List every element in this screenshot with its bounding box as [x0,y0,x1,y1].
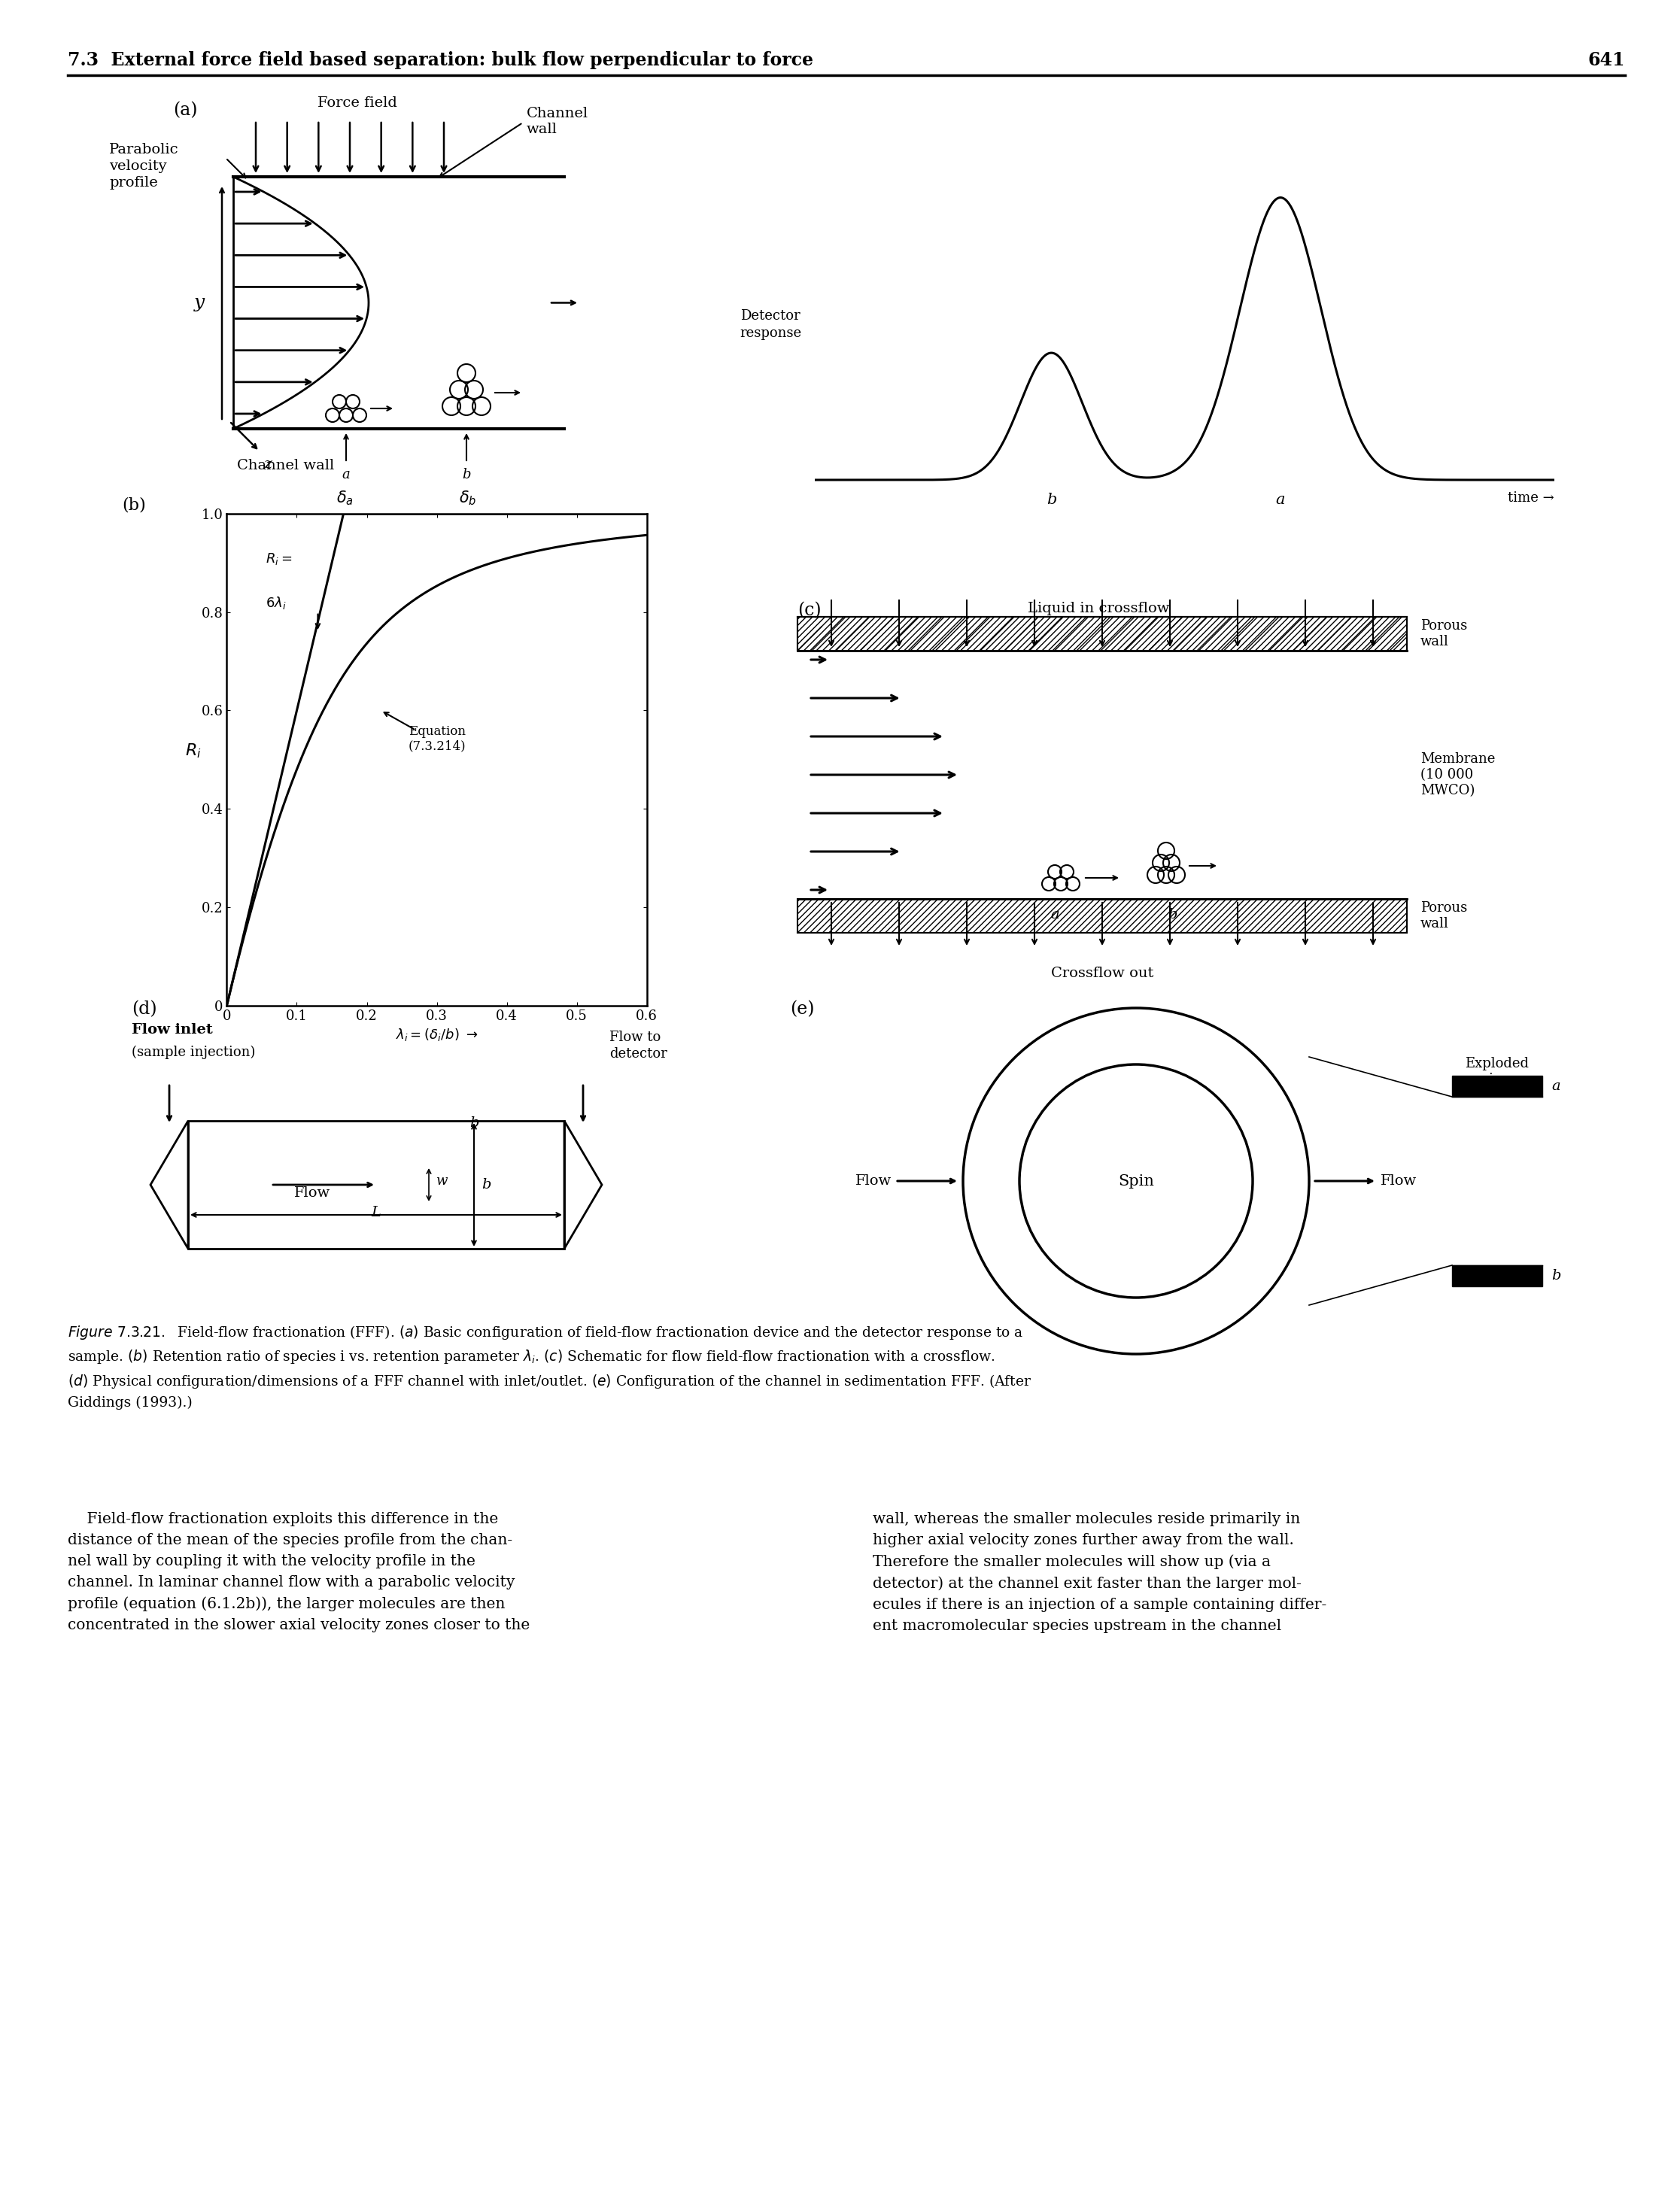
Text: a: a [1275,492,1285,507]
Text: Equation
(7.3.214): Equation (7.3.214) [408,726,465,752]
Text: b: b [1168,907,1178,922]
Text: Crossflow out: Crossflow out [1052,966,1154,979]
Text: b: b [482,1178,491,1191]
Text: Porous
wall: Porous wall [1420,901,1467,931]
Text: Spin: Spin [1119,1174,1154,1189]
Text: (a): (a) [173,101,198,118]
Text: a: a [1050,907,1058,922]
Text: Detector
response: Detector response [739,308,801,341]
X-axis label: $\lambda_i = (\delta_i / b)\ \rightarrow$: $\lambda_i = (\delta_i / b)\ \rightarrow… [395,1027,479,1043]
Text: b: b [1047,492,1057,507]
Text: wall, whereas the smaller molecules reside primarily in
higher axial velocity zo: wall, whereas the smaller molecules resi… [872,1513,1327,1633]
Text: y: y [195,295,205,310]
Text: Flow: Flow [294,1187,331,1200]
Text: Flow inlet: Flow inlet [131,1023,213,1036]
Text: Exploded
view: Exploded view [1465,1056,1529,1086]
Text: b: b [462,468,470,481]
Text: Flow to
detector: Flow to detector [610,1030,667,1060]
Text: a: a [343,468,349,481]
Bar [1452,1266,1542,1285]
Text: $\it{Figure\ 7.3.21.}$  Field-flow fractionation (FFF). $\it{(a)}$ Basic configu: $\it{Figure\ 7.3.21.}$ Field-flow fracti… [67,1325,1032,1410]
Text: Parabolic
velocity
profile: Parabolic velocity profile [109,142,178,190]
Text: $\delta_a$: $\delta_a$ [336,490,353,507]
Bar [798,898,1406,933]
Text: Porous
wall: Porous wall [1420,619,1467,649]
Text: Channel
wall: Channel wall [526,107,588,136]
Bar [188,1121,564,1248]
Text: Channel wall: Channel wall [237,459,334,472]
Text: (d): (d) [131,1001,156,1019]
Text: Flow: Flow [855,1174,892,1187]
Text: $R_i =$: $R_i =$ [265,551,292,566]
Y-axis label: $R_i$: $R_i$ [185,741,202,761]
Text: 641: 641 [1588,50,1625,70]
Text: (c): (c) [798,601,822,619]
Text: (sample injection): (sample injection) [131,1045,255,1060]
Text: 7.3  External force field based separation: bulk flow perpendicular to force: 7.3 External force field based separatio… [67,50,813,70]
Text: Flow: Flow [1381,1174,1416,1187]
Text: b: b [469,1117,479,1130]
Bar [798,616,1406,651]
Text: w: w [437,1174,449,1187]
Text: b: b [1551,1270,1561,1283]
Text: Liquid in crossflow: Liquid in crossflow [1028,601,1169,614]
Text: Force field: Force field [318,96,396,109]
Text: (e): (e) [790,1001,815,1019]
Text: $\delta_b$: $\delta_b$ [459,490,477,507]
Text: Membrane
(10 000
MWCO): Membrane (10 000 MWCO) [1420,752,1495,798]
Bar [798,616,1406,651]
Text: a: a [1551,1080,1561,1093]
Text: z: z [264,457,272,472]
Text: $6\lambda_i$: $6\lambda_i$ [265,595,286,610]
Text: time →: time → [1507,492,1554,505]
Text: L: L [371,1207,381,1220]
Text: Field-flow fractionation exploits this difference in the
distance of the mean of: Field-flow fractionation exploits this d… [67,1513,529,1633]
Bar [1452,1076,1542,1097]
Text: (b): (b) [123,496,146,514]
